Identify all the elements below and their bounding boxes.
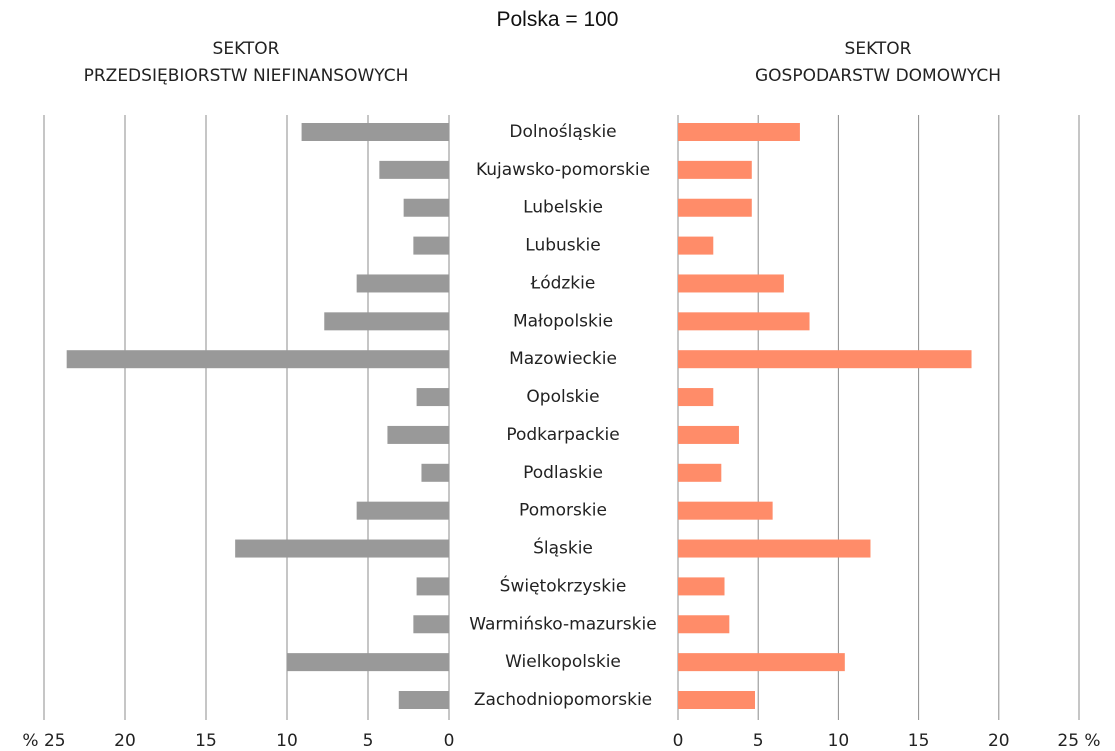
category-label: Zachodniopomorskie (474, 690, 652, 710)
x-tick-label: 25 % (1057, 731, 1100, 751)
x-tick-label: 0 (673, 731, 684, 751)
x-tick-label: 5 (363, 731, 374, 751)
category-label: Podkarpackie (506, 425, 619, 445)
category-label: Lubelskie (523, 198, 603, 218)
bar (235, 539, 449, 558)
category-label: Podlaskie (523, 463, 603, 483)
category-label: Opolskie (526, 387, 599, 407)
bar (287, 653, 449, 672)
bar (678, 501, 773, 520)
category-label: Mazowieckie (509, 349, 617, 369)
bar (356, 274, 449, 293)
category-label: Kujawsko-pomorskie (476, 160, 650, 180)
x-tick-label: 10 (828, 731, 850, 751)
x-tick-label: 5 (753, 731, 764, 751)
bar (379, 160, 449, 179)
category-label: Pomorskie (519, 501, 607, 521)
bar (356, 501, 449, 520)
panel-title: SEKTOR PRZEDSIĘBIORSTW NIEFINANSOWYCH (83, 39, 409, 86)
bar (403, 198, 449, 217)
x-tick-label: 20 (114, 731, 136, 751)
bar (66, 350, 450, 369)
bar (678, 274, 784, 293)
category-label: Małopolskie (513, 311, 613, 331)
bar (678, 577, 725, 596)
category-label: Warmińsko-mazurskie (469, 614, 656, 634)
category-label: Dolnośląskie (509, 122, 616, 142)
x-tick-label: % 25 (22, 731, 65, 751)
category-label: Świętokrzyskie (500, 574, 627, 596)
category-label: Wielkopolskie (505, 652, 621, 672)
bar (678, 123, 800, 141)
bar (421, 463, 449, 482)
bar (678, 463, 722, 482)
bar (416, 388, 449, 407)
bar (678, 160, 752, 179)
x-tick-label: 20 (988, 731, 1010, 751)
bar (678, 312, 810, 331)
x-tick-label: 15 (908, 731, 930, 751)
bar (678, 425, 739, 444)
category-label: Łódzkie (530, 273, 596, 293)
bar (678, 236, 714, 255)
bar (678, 539, 871, 558)
x-tick-label: 0 (444, 731, 455, 751)
bar (324, 312, 449, 331)
x-tick-label: 10 (276, 731, 298, 751)
x-tick-label: 15 (195, 731, 217, 751)
bar (678, 691, 755, 709)
bar (678, 350, 972, 369)
bar (416, 577, 449, 596)
category-label: Śląskie (533, 537, 593, 559)
bar (413, 615, 449, 634)
bar (387, 425, 449, 444)
bar (678, 198, 752, 217)
panel-title: SEKTOR GOSPODARSTW DOMOWYCH (754, 39, 1002, 86)
bar (678, 615, 730, 634)
chart-title: Polska = 100 (496, 8, 619, 31)
bar (413, 236, 449, 255)
bar (678, 653, 845, 672)
category-label: Lubuskie (525, 236, 600, 256)
bar (301, 123, 449, 141)
bar (398, 691, 449, 709)
bar (678, 388, 714, 407)
